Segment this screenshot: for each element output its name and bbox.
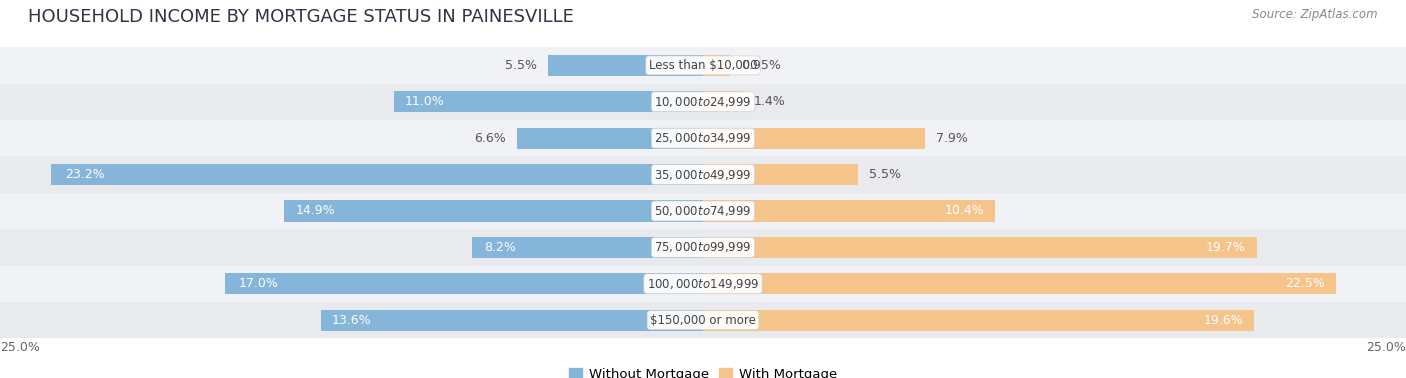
Text: 5.5%: 5.5% [869,168,901,181]
Bar [394,91,703,112]
Legend: Without Mortgage, With Mortgage: Without Mortgage, With Mortgage [564,363,842,378]
Text: 25.0%: 25.0% [1367,341,1406,354]
Text: Source: ZipAtlas.com: Source: ZipAtlas.com [1253,8,1378,20]
Bar [703,310,1254,331]
Bar [0,302,1406,338]
Bar [703,237,1257,258]
Bar [703,200,995,222]
Text: HOUSEHOLD INCOME BY MORTGAGE STATUS IN PAINESVILLE: HOUSEHOLD INCOME BY MORTGAGE STATUS IN P… [28,8,574,26]
Bar [0,120,1406,156]
Text: 13.6%: 13.6% [332,314,371,327]
Text: 23.2%: 23.2% [65,168,104,181]
Text: Less than $10,000: Less than $10,000 [648,59,758,72]
Bar [517,128,703,149]
Bar [548,55,703,76]
Bar [0,229,1406,266]
Text: 6.6%: 6.6% [474,132,506,145]
Bar [0,84,1406,120]
Text: 22.5%: 22.5% [1285,277,1324,290]
Text: $50,000 to $74,999: $50,000 to $74,999 [654,204,752,218]
Bar [321,310,703,331]
Text: 11.0%: 11.0% [405,95,444,108]
Bar [703,164,858,185]
Text: $75,000 to $99,999: $75,000 to $99,999 [654,240,752,254]
Text: $150,000 or more: $150,000 or more [650,314,756,327]
Text: 8.2%: 8.2% [484,241,516,254]
Text: 19.6%: 19.6% [1204,314,1243,327]
Bar [703,273,1336,294]
Text: $35,000 to $49,999: $35,000 to $49,999 [654,167,752,181]
Bar [0,266,1406,302]
Text: 14.9%: 14.9% [295,204,335,217]
Text: $10,000 to $24,999: $10,000 to $24,999 [654,95,752,109]
Bar [284,200,703,222]
Text: 19.7%: 19.7% [1206,241,1246,254]
Bar [472,237,703,258]
Bar [51,164,703,185]
Bar [0,47,1406,84]
Text: 10.4%: 10.4% [945,204,984,217]
Bar [0,193,1406,229]
Text: 7.9%: 7.9% [936,132,969,145]
Bar [703,128,925,149]
Text: $25,000 to $34,999: $25,000 to $34,999 [654,131,752,145]
Text: 5.5%: 5.5% [505,59,537,72]
Text: 1.4%: 1.4% [754,95,786,108]
Bar [225,273,703,294]
Text: 0.95%: 0.95% [741,59,780,72]
Text: 25.0%: 25.0% [0,341,39,354]
Text: 17.0%: 17.0% [239,277,278,290]
Text: $100,000 to $149,999: $100,000 to $149,999 [647,277,759,291]
Bar [0,156,1406,193]
Bar [703,91,742,112]
Bar [703,55,730,76]
